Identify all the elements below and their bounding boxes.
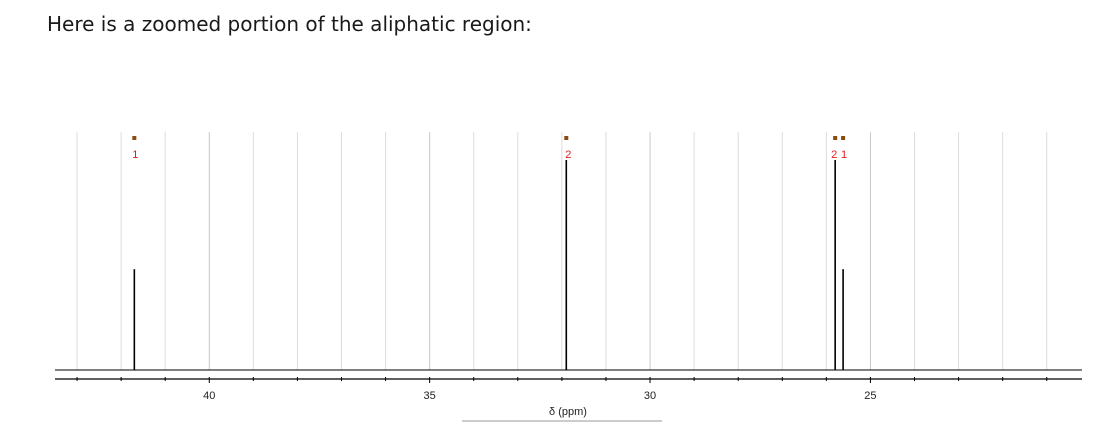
peak-label: 2 — [565, 149, 571, 161]
grid-lines — [76, 132, 1048, 370]
peak-marker — [841, 136, 846, 140]
x-axis-label: δ (ppm) — [549, 406, 587, 418]
tick-label: 40 — [203, 390, 215, 402]
page-heading: Here is a zoomed portion of the aliphati… — [47, 12, 532, 36]
x-axis: δ (ppm) — [55, 369, 1082, 422]
peak-label: 2 — [831, 149, 837, 161]
peak-label: 1 — [132, 149, 138, 161]
peak-marker — [833, 136, 838, 140]
tick-label: 30 — [644, 390, 656, 402]
peak-marker — [132, 136, 137, 140]
peak-label: 1 — [841, 149, 847, 161]
tick-label: 35 — [424, 390, 436, 402]
tick-label: 25 — [864, 390, 876, 402]
tick-marks: 40 35 30 25 — [76, 377, 1048, 402]
peak-marker — [564, 136, 569, 140]
